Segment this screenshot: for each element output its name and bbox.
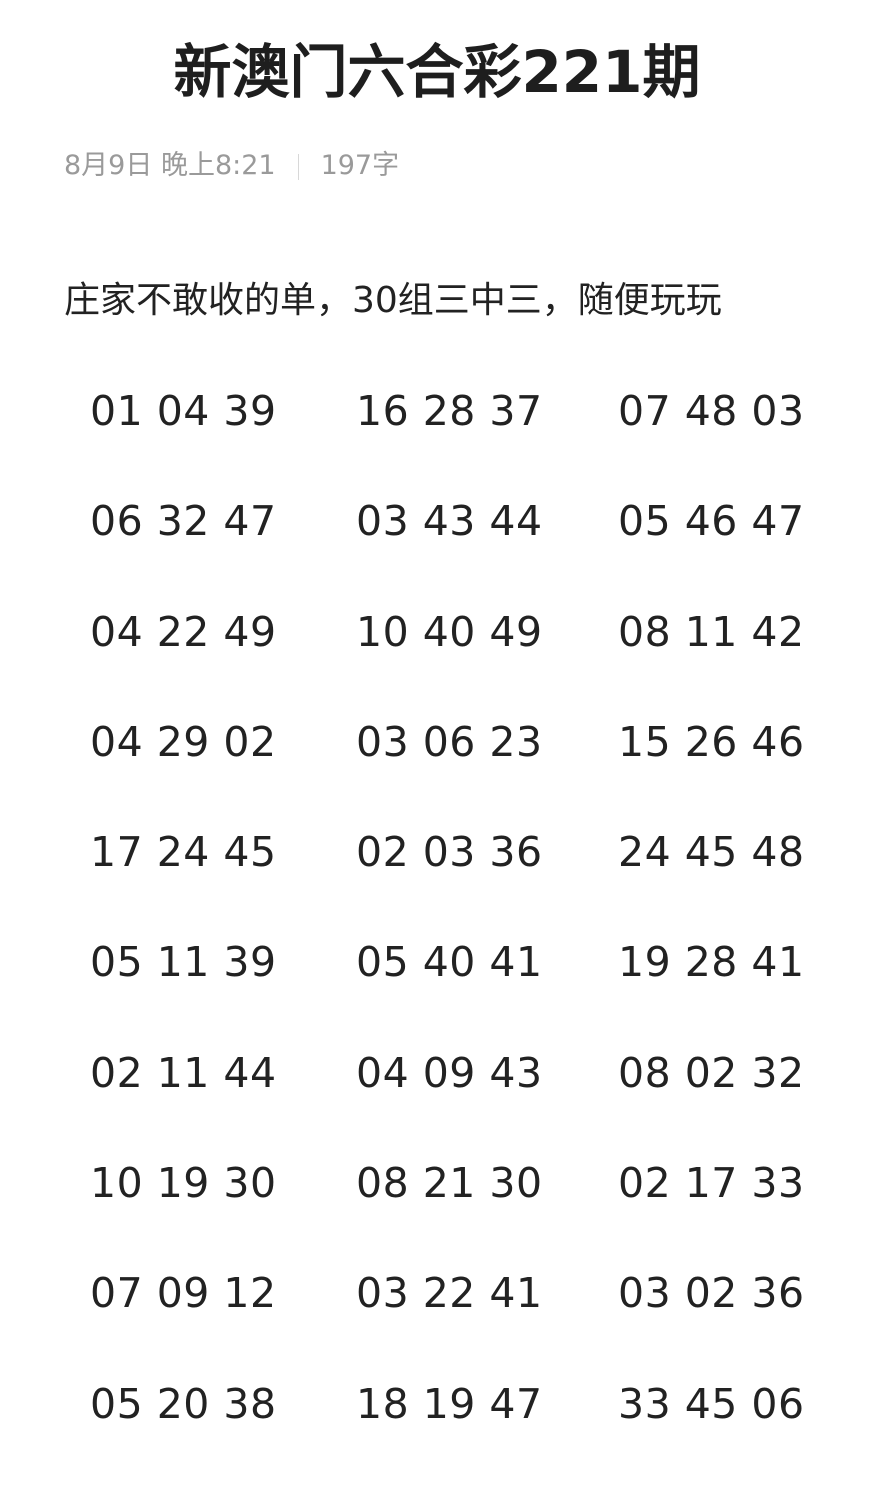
number-row: 17 24 45 02 03 36 24 45 48 <box>0 825 874 935</box>
number-group: 15 26 46 <box>618 717 805 766</box>
number-group: 01 04 39 <box>90 387 277 435</box>
number-group: 02 11 44 <box>90 1048 277 1097</box>
article-meta: 8月9日 晚上8:21 197字 <box>64 146 399 186</box>
number-group: 17 24 45 <box>90 828 277 877</box>
number-row: 01 04 39 16 28 37 07 48 03 <box>0 384 874 494</box>
number-row: 06 32 47 03 43 44 05 46 47 <box>0 494 874 604</box>
number-group: 08 02 32 <box>618 1048 805 1097</box>
number-grid: 01 04 39 16 28 37 07 48 03 06 32 47 03 43 44… <box>0 384 874 1487</box>
number-group: 24 45 48 <box>618 828 805 877</box>
number-group: 04 09 43 <box>356 1048 543 1097</box>
number-group: 06 32 47 <box>90 497 277 546</box>
number-group: 03 43 44 <box>356 497 543 546</box>
number-row: 05 11 39 05 40 41 19 28 41 <box>0 935 874 1045</box>
number-row: 02 11 44 04 09 43 08 02 32 <box>0 1046 874 1156</box>
number-group: 07 48 03 <box>618 387 805 435</box>
number-row: 07 09 12 03 22 41 03 02 36 <box>0 1266 874 1376</box>
number-group: 05 46 47 <box>618 497 805 546</box>
number-group: 02 17 33 <box>618 1159 805 1208</box>
number-group: 04 29 02 <box>90 717 277 766</box>
number-group: 19 28 41 <box>618 938 805 987</box>
number-group: 07 09 12 <box>90 1269 277 1318</box>
meta-divider <box>297 153 299 180</box>
number-group: 10 19 30 <box>90 1159 277 1208</box>
number-group: 10 40 49 <box>356 607 543 656</box>
number-group: 03 06 23 <box>356 717 543 766</box>
number-row: 04 22 49 10 40 49 08 11 42 <box>0 605 874 715</box>
article-intro: 庄家不敢收的单，30组三中三，随便玩玩 <box>64 280 722 321</box>
number-row: 05 20 38 18 19 47 33 45 06 <box>0 1377 874 1487</box>
number-group: 18 19 47 <box>356 1379 543 1428</box>
article-title: 新澳门六合彩221期 <box>173 38 701 106</box>
number-row: 10 19 30 08 21 30 02 17 33 <box>0 1156 874 1266</box>
number-group: 02 03 36 <box>356 828 543 877</box>
number-group: 03 02 36 <box>618 1269 805 1318</box>
number-group: 33 45 06 <box>618 1379 805 1428</box>
number-group: 04 22 49 <box>90 607 277 656</box>
number-group: 08 11 42 <box>618 607 805 656</box>
number-row: 04 29 02 03 06 23 15 26 46 <box>0 715 874 825</box>
word-count: 197字 <box>320 150 400 181</box>
number-group: 03 22 41 <box>356 1269 543 1318</box>
number-group: 05 40 41 <box>356 938 543 987</box>
number-group: 16 28 37 <box>356 387 543 435</box>
number-group: 05 11 39 <box>90 938 277 987</box>
number-group: 08 21 30 <box>356 1159 543 1208</box>
number-group: 05 20 38 <box>90 1379 277 1428</box>
publish-date: 8月9日 晚上8:21 <box>64 150 276 181</box>
